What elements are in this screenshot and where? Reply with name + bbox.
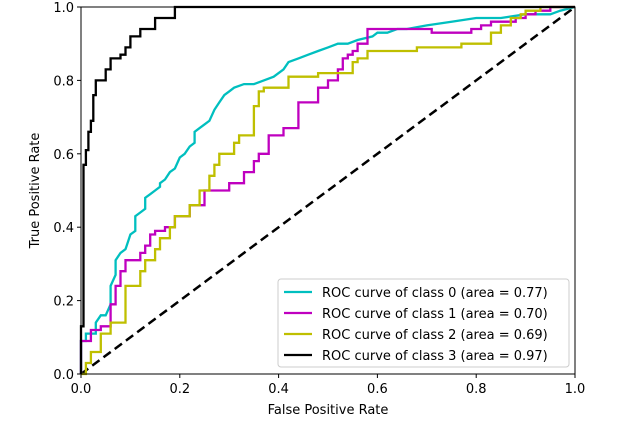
y-tick-label: 0.4 <box>53 221 74 236</box>
roc-curve-class-0 <box>79 5 576 374</box>
x-tick-label: 1.0 <box>565 382 586 397</box>
axes-frame <box>80 6 576 375</box>
legend-entry-class-3: ROC curve of class 3 (area = 0.97) <box>322 349 548 364</box>
y-axis-ticks: 0.0 0.2 0.4 0.6 0.8 1.0 <box>53 1 81 383</box>
diagonal-layer <box>80 5 576 376</box>
y-tick-label: 0.0 <box>53 368 74 383</box>
x-tick-label: 0.8 <box>466 382 487 397</box>
legend-entry-class-2: ROC curve of class 2 (area = 0.69) <box>322 328 548 343</box>
x-tick-label: 0.2 <box>169 382 190 397</box>
y-tick-label: 0.8 <box>53 74 74 89</box>
x-axis-ticks: 0.0 0.2 0.4 0.6 0.8 1.0 <box>71 374 586 397</box>
legend-box <box>277 278 570 368</box>
legend-entry-class-1: ROC curve of class 1 (area = 0.70) <box>322 307 548 322</box>
chance-diagonal-line <box>80 5 576 376</box>
y-axis-label: True Positive Rate <box>28 133 43 250</box>
series-layer <box>79 5 576 376</box>
y-tick-label: 0.2 <box>53 295 74 310</box>
roc-curve-class-3 <box>79 5 575 374</box>
x-tick-label: 0.6 <box>367 382 388 397</box>
x-tick-label: 0.0 <box>71 382 92 397</box>
roc-curve-class-1 <box>79 5 575 374</box>
roc-curve-class-2 <box>81 5 575 376</box>
x-tick-label: 0.4 <box>268 382 289 397</box>
y-tick-label: 0.6 <box>53 148 74 163</box>
legend: ROC curve of class 0 (area = 0.77) ROC cu… <box>277 278 570 368</box>
y-tick-label: 1.0 <box>53 1 74 16</box>
legend-entry-class-0: ROC curve of class 0 (area = 0.77) <box>322 286 548 301</box>
x-axis-label: False Positive Rate <box>268 403 389 418</box>
